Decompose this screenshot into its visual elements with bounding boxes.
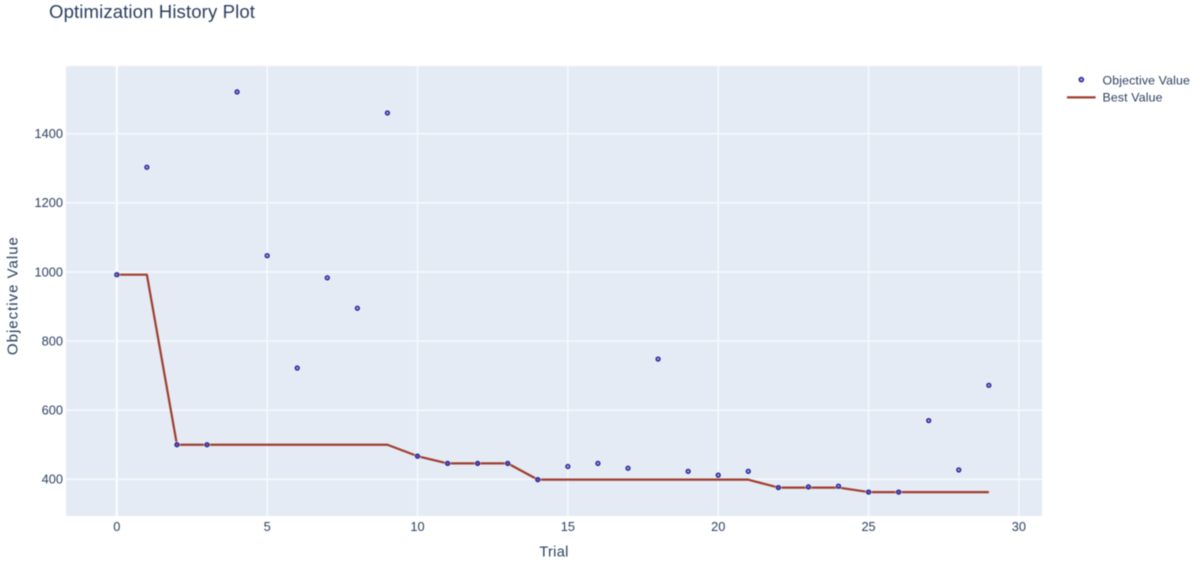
svg-text:25: 25 [861, 519, 875, 534]
svg-text:20: 20 [711, 519, 725, 534]
svg-text:5: 5 [264, 519, 271, 534]
svg-text:15: 15 [561, 519, 575, 534]
svg-text:1400: 1400 [35, 126, 63, 141]
svg-text:10: 10 [410, 519, 424, 534]
svg-text:Trial: Trial [539, 545, 568, 561]
svg-text:0: 0 [113, 519, 120, 534]
svg-text:1000: 1000 [35, 264, 63, 279]
svg-text:800: 800 [42, 333, 63, 348]
svg-text:Best Value: Best Value [1103, 91, 1163, 105]
svg-text:Objective Value: Objective Value [1103, 73, 1190, 87]
svg-text:Objective Value: Objective Value [5, 236, 22, 355]
svg-text:30: 30 [1012, 519, 1026, 534]
svg-text:600: 600 [42, 402, 63, 417]
svg-text:Optimization History Plot: Optimization History Plot [49, 1, 256, 22]
svg-text:1200: 1200 [35, 195, 63, 210]
svg-text:400: 400 [42, 472, 63, 487]
